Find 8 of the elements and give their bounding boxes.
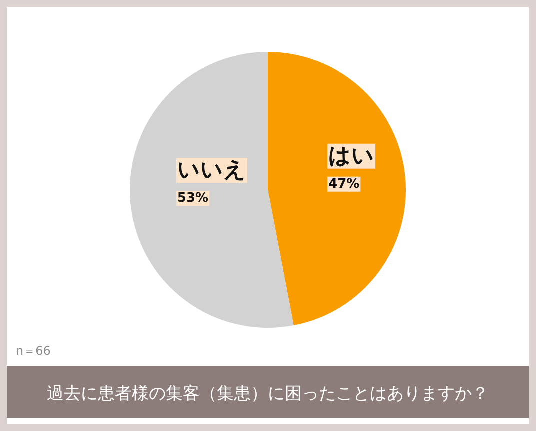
text: n＝66 bbox=[16, 344, 51, 358]
data-label: 53% bbox=[177, 191, 209, 206]
pie-slice bbox=[268, 52, 406, 326]
text: 過去に患者様の集客（集患）に困ったことはありますか？ bbox=[47, 384, 489, 404]
data-label: 47% bbox=[328, 176, 360, 192]
slice-label: いいえ bbox=[177, 158, 246, 184]
slice-label: はい bbox=[328, 144, 375, 169]
pie-slice bbox=[130, 52, 294, 328]
